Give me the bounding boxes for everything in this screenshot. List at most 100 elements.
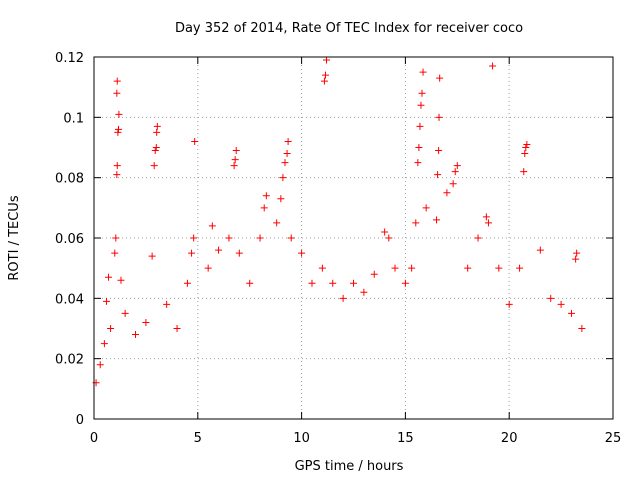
data-point: [112, 234, 120, 242]
chart-title: Day 352 of 2014, Rate Of TEC Index for r…: [175, 21, 523, 36]
data-point: [557, 300, 565, 308]
data-point: [115, 110, 123, 118]
data-point: [256, 234, 264, 242]
data-point: [339, 294, 347, 302]
data-point: [153, 128, 161, 136]
x-tick-label: 20: [501, 431, 518, 446]
data-point: [433, 216, 441, 224]
data-point: [523, 140, 531, 148]
data-point: [370, 270, 378, 278]
x-axis-label: GPS time / hours: [295, 459, 404, 474]
y-axis-label: ROTI / TECUs: [7, 195, 22, 280]
data-point: [505, 300, 513, 308]
y-tick-label: 0.04: [55, 292, 84, 307]
y-tick-label: 0.08: [55, 172, 84, 187]
data-point: [113, 89, 121, 97]
data-point: [152, 144, 160, 151]
data-point: [482, 213, 490, 221]
data-point: [208, 222, 216, 230]
data-point: [419, 68, 427, 76]
data-point: [464, 264, 472, 272]
data-point: [521, 150, 529, 158]
data-point: [114, 128, 122, 136]
data-point: [230, 162, 238, 170]
data-point: [96, 361, 104, 369]
data-point: [113, 171, 121, 179]
x-tick-label: 10: [293, 431, 310, 446]
data-point: [246, 279, 254, 287]
data-point: [318, 264, 326, 272]
data-point: [412, 219, 420, 227]
data-point: [153, 122, 161, 130]
data-point: [474, 234, 482, 242]
data-point: [572, 255, 580, 263]
data-point: [183, 279, 191, 287]
data-point: [489, 62, 497, 70]
x-tick-label: 15: [397, 431, 414, 446]
data-point: [262, 192, 270, 200]
data-point: [111, 249, 119, 257]
data-point: [121, 309, 129, 317]
data-point: [148, 252, 156, 260]
data-point: [287, 234, 295, 242]
data-point: [547, 294, 555, 302]
data-point: [100, 340, 108, 348]
data-point: [453, 162, 461, 170]
x-tick-label: 25: [605, 431, 622, 446]
data-point: [520, 168, 528, 176]
data-point: [573, 249, 581, 257]
data-point: [381, 228, 389, 236]
axis-ticks: 0 0.02 0.04 0.06 0.08 0.1 0.12 0 5 10 15 20 25: [55, 51, 621, 446]
data-point: [232, 147, 240, 155]
data-point: [323, 56, 331, 64]
data-point: [190, 234, 198, 242]
data-point: [415, 144, 423, 151]
data-point: [360, 288, 368, 296]
data-point: [329, 279, 337, 287]
data-point: [436, 74, 444, 82]
data-point: [151, 147, 159, 155]
y-tick-label: 0.06: [55, 232, 84, 247]
data-point: [385, 234, 393, 242]
data-points: [92, 56, 586, 387]
grid-lines: [94, 57, 613, 419]
x-tick-label: 5: [194, 431, 202, 446]
data-point: [401, 279, 409, 287]
data-point: [416, 122, 424, 130]
data-point: [408, 264, 416, 272]
y-tick-label: 0: [76, 413, 84, 428]
data-point: [113, 162, 121, 170]
data-point: [260, 204, 268, 212]
data-point: [150, 162, 158, 170]
data-point: [414, 159, 422, 167]
data-point: [105, 273, 113, 281]
data-point: [567, 309, 575, 317]
data-point: [443, 189, 451, 197]
data-point: [277, 195, 285, 203]
data-point: [495, 264, 503, 272]
data-point: [114, 125, 122, 133]
data-point: [204, 264, 212, 272]
y-tick-label: 0.1: [63, 111, 84, 126]
data-point: [225, 234, 233, 242]
data-point: [117, 276, 125, 284]
data-point: [434, 171, 442, 179]
data-point: [102, 297, 110, 305]
data-point: [522, 144, 530, 151]
data-point: [536, 246, 544, 254]
data-point: [113, 77, 121, 85]
data-point: [350, 279, 357, 287]
data-point: [578, 325, 586, 332]
data-point: [281, 159, 289, 167]
data-point: [142, 318, 150, 326]
data-point: [417, 101, 425, 109]
data-point: [215, 246, 223, 254]
y-tick-label: 0.12: [55, 51, 84, 66]
data-point: [163, 300, 171, 308]
data-point: [298, 249, 306, 257]
data-point: [449, 180, 457, 188]
data-point: [422, 204, 430, 212]
data-point: [235, 249, 243, 257]
data-point: [132, 331, 140, 339]
